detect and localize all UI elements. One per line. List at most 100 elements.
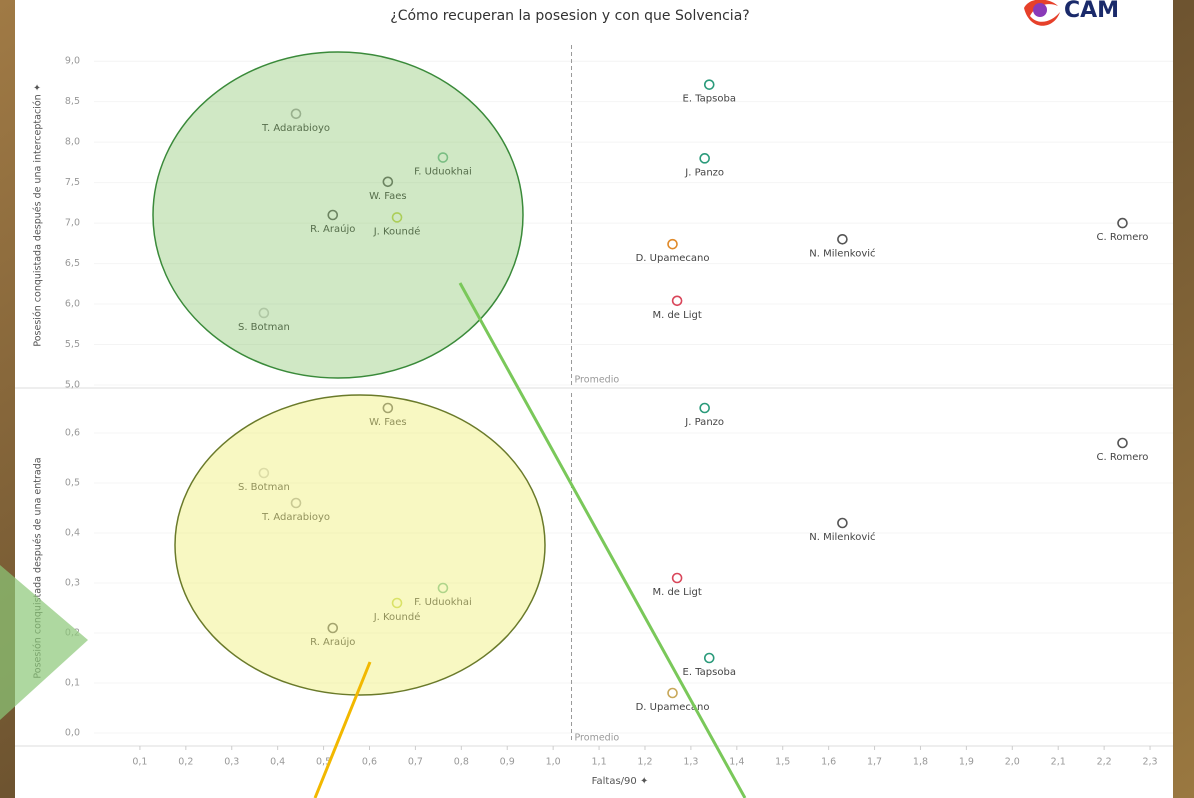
x-tick-label: 1,4 — [729, 757, 744, 768]
x-tick-label: 1,1 — [592, 757, 607, 768]
plot: 5,0 5,5 6,0 6,5 7,0 7,5 8,0 8,5 9,0 Promedio Poses… — [15, 45, 1173, 787]
data-point — [382, 402, 394, 414]
y-tick-label: 7,0 — [65, 218, 80, 229]
data-point — [699, 153, 710, 164]
reference-label: Promedio — [575, 375, 620, 386]
point-label: S. Botman — [238, 322, 290, 333]
chart-title: ¿Cómo recuperan la posesion y con que So… — [390, 8, 749, 24]
data-point — [382, 176, 394, 188]
y-tick-label: 0,6 — [65, 428, 80, 439]
overlay — [0, 51, 747, 798]
point-label: R. Araújo — [310, 223, 355, 235]
x-tick-label: 1,8 — [913, 757, 928, 768]
x-axis-label: Faltas/90 ✦ — [592, 776, 649, 787]
data-point — [667, 687, 678, 699]
data-point — [258, 467, 270, 479]
data-point — [837, 233, 848, 245]
x-tick-label: 1,3 — [683, 757, 698, 768]
y-axis-label: Posesión conquistada después de una entr… — [33, 457, 44, 678]
x-tick-label: 1,9 — [959, 757, 974, 768]
y-tick-label: 0,5 — [65, 478, 80, 489]
y-tick-label: 7,5 — [65, 177, 80, 188]
data-point — [1117, 217, 1128, 229]
x-tick-label: 1,7 — [867, 757, 882, 768]
point-label: F. Uduokhai — [414, 167, 472, 178]
y-tick-label: 8,5 — [65, 96, 80, 107]
point-label: C. Romero — [1097, 452, 1149, 463]
y-tick-label: 0,4 — [65, 528, 80, 539]
data-point — [667, 238, 678, 250]
data-point — [703, 652, 715, 664]
data-point — [703, 79, 715, 90]
side-triangle — [0, 565, 88, 720]
highlight-ellipse — [174, 394, 546, 696]
x-tick-label: 0,7 — [408, 757, 423, 768]
point-label: D. Upamecano — [636, 702, 710, 713]
y-tick-label: 5,0 — [65, 380, 80, 391]
point-label: F. Uduokhai — [414, 597, 472, 608]
y-tick-label: 0,0 — [65, 728, 80, 739]
point-label: M. de Ligt — [652, 587, 701, 598]
point-label: M. de Ligt — [652, 310, 701, 321]
point-label: E. Tapsoba — [683, 667, 736, 678]
data-point — [290, 497, 302, 509]
y-tick-label: 6,0 — [65, 299, 80, 310]
x-tick-label: 0,3 — [224, 757, 239, 768]
point-label: C. Romero — [1097, 232, 1149, 243]
logo-icon — [1024, 0, 1060, 26]
point-label: T. Adarabioyo — [261, 512, 330, 523]
x-tick-label: 0,8 — [454, 757, 469, 768]
x-tick-label: 1,6 — [821, 757, 836, 768]
data-point — [1117, 437, 1128, 449]
x-tick-label: 0,2 — [178, 757, 193, 768]
point-label: R. Araújo — [310, 636, 355, 648]
x-tick-label: 2,1 — [1051, 757, 1066, 768]
data-point — [391, 597, 403, 609]
x-tick-label: 0,9 — [500, 757, 515, 768]
data-point — [671, 295, 683, 307]
y-tick-label: 5,5 — [65, 339, 80, 350]
arrow-line — [458, 282, 747, 798]
arrow-line — [313, 661, 372, 798]
x-tick-label: 2,0 — [1005, 757, 1020, 768]
x-tick-label: 0,6 — [362, 757, 377, 768]
reference-label: Promedio — [575, 733, 620, 744]
point-label: S. Botman — [238, 482, 290, 493]
logo-icon — [1033, 3, 1047, 17]
data-point — [327, 622, 339, 634]
x-tick-label: 0,1 — [132, 757, 147, 768]
point-label: J. Panzo — [684, 417, 724, 428]
point-label: E. Tapsoba — [683, 94, 736, 105]
y-axis-label: Posesión conquistada después de una inte… — [33, 83, 44, 346]
y-tick-label: 0,1 — [65, 678, 80, 689]
point-label: N. Milenković — [809, 531, 875, 543]
data-point — [437, 152, 449, 163]
x-tick-label: 1,2 — [637, 757, 652, 768]
y-tick-label: 9,0 — [65, 56, 80, 67]
x-tick-label: 0,4 — [270, 757, 285, 768]
data-point — [837, 517, 848, 529]
data-point — [290, 108, 302, 120]
data-point — [327, 209, 339, 221]
point-label: J. Koundé — [373, 225, 421, 237]
x-tick-label: 2,2 — [1097, 757, 1112, 768]
x-tick-label: 2,3 — [1142, 757, 1157, 768]
point-label: T. Adarabioyo — [261, 123, 330, 134]
y-tick-label: 0,3 — [65, 578, 80, 589]
logo-text: CAM — [1064, 0, 1119, 23]
y-tick-label: 6,5 — [65, 258, 80, 269]
x-tick-label: 1,0 — [546, 757, 561, 768]
data-point — [391, 212, 403, 223]
plot-background — [15, 0, 1173, 798]
point-label: W. Faes — [369, 417, 406, 428]
x-tick-label: 0,5 — [316, 757, 331, 768]
data-point — [258, 307, 270, 319]
point-label: D. Upamecano — [636, 253, 710, 264]
highlight-ellipse — [152, 51, 524, 379]
point-label: N. Milenković — [809, 247, 875, 259]
point-label: J. Panzo — [684, 167, 724, 178]
data-point — [437, 582, 449, 594]
x-tick-label: 1,5 — [775, 757, 790, 768]
